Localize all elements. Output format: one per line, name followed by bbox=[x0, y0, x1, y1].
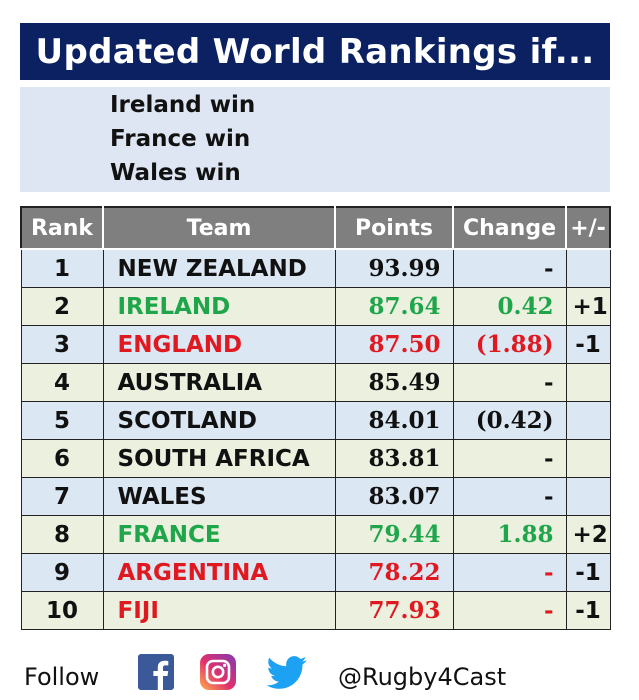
delta-cell: -1 bbox=[565, 591, 611, 630]
change-cell: - bbox=[452, 439, 567, 478]
scenario-line-1: Ireland win bbox=[110, 92, 256, 118]
change-cell: - bbox=[452, 248, 567, 288]
rank-cell: 2 bbox=[20, 287, 104, 326]
rank-cell: 4 bbox=[20, 363, 104, 402]
delta-cell bbox=[565, 439, 611, 478]
rank-cell: 9 bbox=[20, 553, 104, 592]
points-cell: 77.93 bbox=[334, 591, 454, 630]
delta-cell: -1 bbox=[565, 325, 611, 364]
delta-cell: +1 bbox=[565, 287, 611, 326]
team-cell: SCOTLAND bbox=[102, 401, 336, 440]
change-cell: 1.88 bbox=[452, 515, 567, 554]
table-row: 8 FRANCE 79.44 1.88 +2 bbox=[20, 515, 611, 554]
rank-cell: 7 bbox=[20, 477, 104, 516]
delta-cell bbox=[565, 363, 611, 402]
delta-cell bbox=[565, 401, 611, 440]
scenario-box: Ireland win France win Wales win bbox=[20, 87, 610, 192]
points-cell: 78.22 bbox=[334, 553, 454, 592]
delta-cell: -1 bbox=[565, 553, 611, 592]
points-cell: 93.99 bbox=[334, 248, 454, 288]
twitter-handle[interactable]: @Rugby4Cast bbox=[338, 663, 507, 691]
team-cell: IRELAND bbox=[102, 287, 336, 326]
change-cell: (0.42) bbox=[452, 401, 567, 440]
points-cell: 87.50 bbox=[334, 325, 454, 364]
points-cell: 79.44 bbox=[334, 515, 454, 554]
rank-cell: 10 bbox=[20, 591, 104, 630]
rank-cell: 5 bbox=[20, 401, 104, 440]
facebook-icon[interactable] bbox=[138, 654, 174, 690]
table-row: 1 NEW ZEALAND 93.99- bbox=[20, 248, 611, 288]
points-cell: 85.49 bbox=[334, 363, 454, 402]
team-cell: ENGLAND bbox=[102, 325, 336, 364]
team-cell: ARGENTINA bbox=[102, 553, 336, 592]
team-cell: SOUTH AFRICA bbox=[102, 439, 336, 478]
table-row: 3 ENGLAND 87.50 (1.88) -1 bbox=[20, 325, 611, 364]
points-cell: 87.64 bbox=[334, 287, 454, 326]
team-cell: AUSTRALIA bbox=[102, 363, 336, 402]
follow-label: Follow bbox=[24, 663, 100, 691]
instagram-icon[interactable] bbox=[200, 654, 236, 690]
team-cell: FIJI bbox=[102, 591, 336, 630]
table-row: 2 IRELAND 87.64 0.42 +1 bbox=[20, 287, 611, 326]
scenario-line-2: France win bbox=[110, 126, 251, 152]
header-change: Change bbox=[452, 206, 567, 250]
rank-cell: 3 bbox=[20, 325, 104, 364]
rank-cell: 8 bbox=[20, 515, 104, 554]
footer: Follow @Rugby4Cast bbox=[0, 650, 639, 700]
change-cell: - bbox=[452, 591, 567, 630]
twitter-icon[interactable] bbox=[266, 656, 308, 690]
delta-cell: +2 bbox=[565, 515, 611, 554]
page-title: Updated World Rankings if... bbox=[20, 23, 610, 80]
table-row: 9 ARGENTINA 78.22- -1 bbox=[20, 553, 611, 592]
change-cell: 0.42 bbox=[452, 287, 567, 326]
table-row: 7 WALES 83.07- bbox=[20, 477, 611, 516]
table-row: 6 SOUTH AFRICA 83.81- bbox=[20, 439, 611, 478]
table-row: 4 AUSTRALIA 85.49- bbox=[20, 363, 611, 402]
rankings-table: Rank Team Points Change +/- 1 NEW ZEALAND… bbox=[20, 206, 611, 630]
team-cell: FRANCE bbox=[102, 515, 336, 554]
change-cell: (1.88) bbox=[452, 325, 567, 364]
points-cell: 83.81 bbox=[334, 439, 454, 478]
points-cell: 83.07 bbox=[334, 477, 454, 516]
change-cell: - bbox=[452, 363, 567, 402]
rank-cell: 6 bbox=[20, 439, 104, 478]
header-team: Team bbox=[102, 206, 336, 250]
change-cell: - bbox=[452, 477, 567, 516]
table-row: 10 FIJI 77.93- -1 bbox=[20, 591, 611, 630]
table-row: 5 SCOTLAND 84.01 (0.42) bbox=[20, 401, 611, 440]
table-header-row: Rank Team Points Change +/- bbox=[20, 206, 611, 250]
header-points: Points bbox=[334, 206, 454, 250]
rank-cell: 1 bbox=[20, 248, 104, 288]
header-delta: +/- bbox=[565, 206, 611, 250]
scenario-line-3: Wales win bbox=[110, 160, 241, 186]
delta-cell bbox=[565, 248, 611, 288]
header-rank: Rank bbox=[20, 206, 104, 250]
team-cell: NEW ZEALAND bbox=[102, 248, 336, 288]
delta-cell bbox=[565, 477, 611, 516]
team-cell: WALES bbox=[102, 477, 336, 516]
points-cell: 84.01 bbox=[334, 401, 454, 440]
change-cell: - bbox=[452, 553, 567, 592]
